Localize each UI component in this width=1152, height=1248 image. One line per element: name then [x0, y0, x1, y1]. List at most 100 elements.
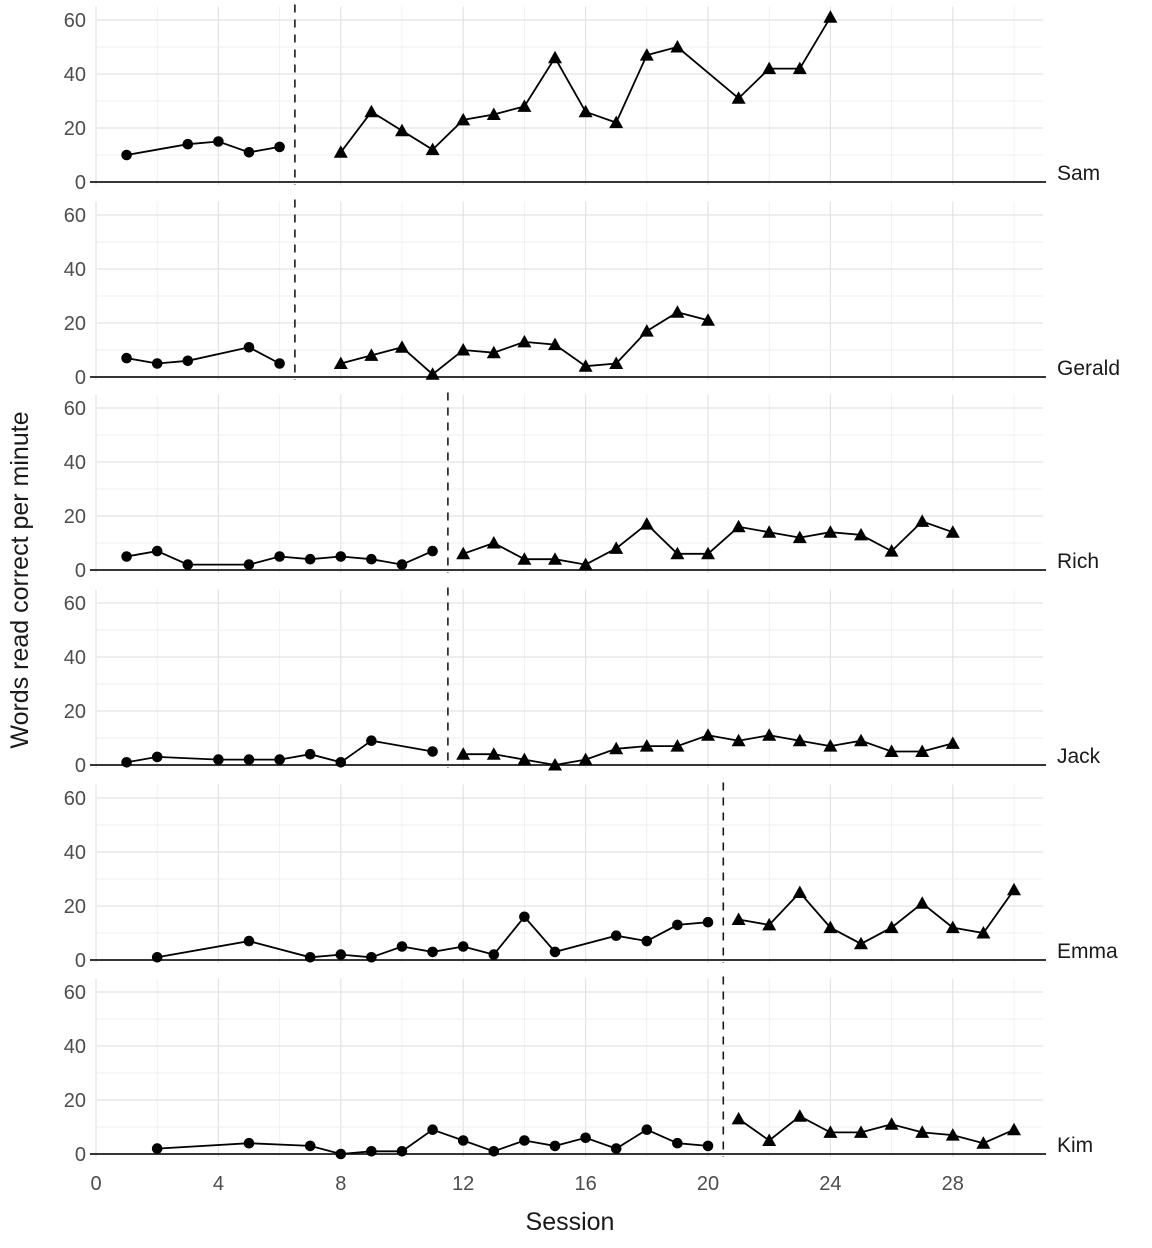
y-tick-label: 60 [64, 982, 86, 1004]
circle-marker [519, 911, 530, 923]
intervention-series [456, 514, 960, 571]
circle-marker [396, 1146, 408, 1157]
circle-marker [457, 1135, 469, 1146]
triangle-marker [701, 546, 715, 560]
circle-marker [335, 551, 347, 562]
circle-marker [549, 1140, 561, 1152]
y-tick-label: 40 [64, 259, 86, 281]
triangle-marker [395, 340, 409, 353]
circle-marker [610, 930, 622, 941]
circle-marker [580, 1132, 591, 1144]
triangle-marker [792, 530, 807, 544]
triangle-marker [1007, 1122, 1021, 1136]
circle-marker [243, 754, 255, 765]
x-tick-label: 28 [942, 1173, 964, 1195]
y-tick-label: 0 [75, 755, 86, 777]
triangle-marker [670, 305, 685, 318]
triangle-marker [731, 1111, 746, 1125]
circle-marker [151, 751, 163, 763]
circle-marker [335, 1148, 347, 1160]
x-tick-label: 0 [90, 1173, 101, 1195]
triangle-marker [425, 142, 440, 156]
y-axis-title: Words read correct per minute [6, 411, 34, 748]
triangle-marker [670, 546, 685, 560]
triangle-marker [976, 926, 991, 939]
triangle-marker [823, 920, 838, 934]
triangle-marker [517, 334, 532, 348]
x-tick-label: 4 [213, 1173, 224, 1195]
triangle-marker [762, 1133, 777, 1146]
baseline-series [121, 545, 438, 570]
triangle-marker [884, 920, 899, 934]
x-tick-label: 20 [697, 1173, 719, 1195]
panel-label: Sam [1057, 162, 1100, 185]
circle-marker [121, 551, 132, 562]
y-tick-label: 20 [64, 118, 86, 140]
circle-marker [182, 355, 194, 367]
panel-label: Gerald [1057, 357, 1120, 380]
panel-label: Kim [1057, 1134, 1093, 1157]
circle-marker [121, 757, 132, 768]
triangle-marker [884, 1117, 899, 1130]
panel-label: Rich [1057, 550, 1099, 573]
circle-marker [641, 1124, 653, 1135]
triangle-marker [915, 896, 930, 909]
baseline-series [151, 911, 714, 963]
circle-marker [672, 919, 683, 931]
triangle-marker [548, 50, 562, 64]
x-tick-label: 8 [335, 1173, 346, 1195]
x-tick-label: 16 [574, 1173, 596, 1195]
triangle-marker [486, 107, 501, 120]
triangle-marker [915, 744, 930, 757]
circle-marker [335, 757, 347, 768]
circle-marker [702, 1140, 714, 1152]
baseline-series [121, 136, 285, 161]
baseline-series-line [157, 1128, 709, 1155]
panel-emma: 0 20 40 60 Emma [64, 782, 1118, 972]
x-tick-label: 12 [452, 1173, 474, 1195]
circle-marker [213, 136, 224, 147]
circle-marker [304, 952, 316, 963]
circle-marker [610, 1143, 622, 1154]
triangle-marker [517, 99, 532, 112]
triangle-marker [915, 1125, 930, 1138]
panel-kim: 0 20 40 60 Kim [64, 976, 1093, 1166]
triangle-marker [823, 10, 838, 23]
circle-marker [182, 138, 194, 150]
triangle-marker [548, 758, 562, 771]
triangle-marker [670, 739, 685, 752]
y-tick-label: 60 [64, 205, 86, 227]
triangle-marker [792, 885, 807, 898]
baseline-series [121, 735, 438, 768]
circle-marker [366, 553, 377, 565]
circle-marker [396, 941, 408, 952]
y-tick-label: 20 [64, 701, 86, 723]
triangle-marker [639, 517, 654, 530]
triangle-marker [823, 739, 838, 752]
triangle-marker [456, 112, 471, 126]
triangle-marker [578, 752, 593, 766]
triangle-marker [854, 936, 868, 950]
panel-jack: 0 20 40 60 Jack [64, 587, 1101, 777]
gridlines [95, 6, 1043, 185]
triangle-marker [731, 733, 746, 747]
circle-marker [121, 352, 132, 364]
triangle-marker [701, 313, 715, 326]
circle-marker [243, 1137, 255, 1149]
circle-marker [151, 358, 163, 369]
circle-marker [427, 545, 438, 557]
triangle-marker [854, 733, 868, 747]
circle-marker [151, 545, 163, 557]
circle-marker [549, 946, 561, 958]
triangle-marker [639, 324, 654, 337]
triangle-marker [945, 1128, 960, 1141]
y-tick-label: 0 [75, 172, 86, 194]
triangle-marker [333, 145, 348, 158]
triangle-marker [792, 1109, 807, 1122]
gridlines [95, 589, 1043, 768]
y-tick-label: 20 [64, 1090, 86, 1112]
y-tick-label: 60 [64, 593, 86, 615]
intervention-series [731, 882, 1021, 950]
circle-marker [488, 949, 500, 960]
